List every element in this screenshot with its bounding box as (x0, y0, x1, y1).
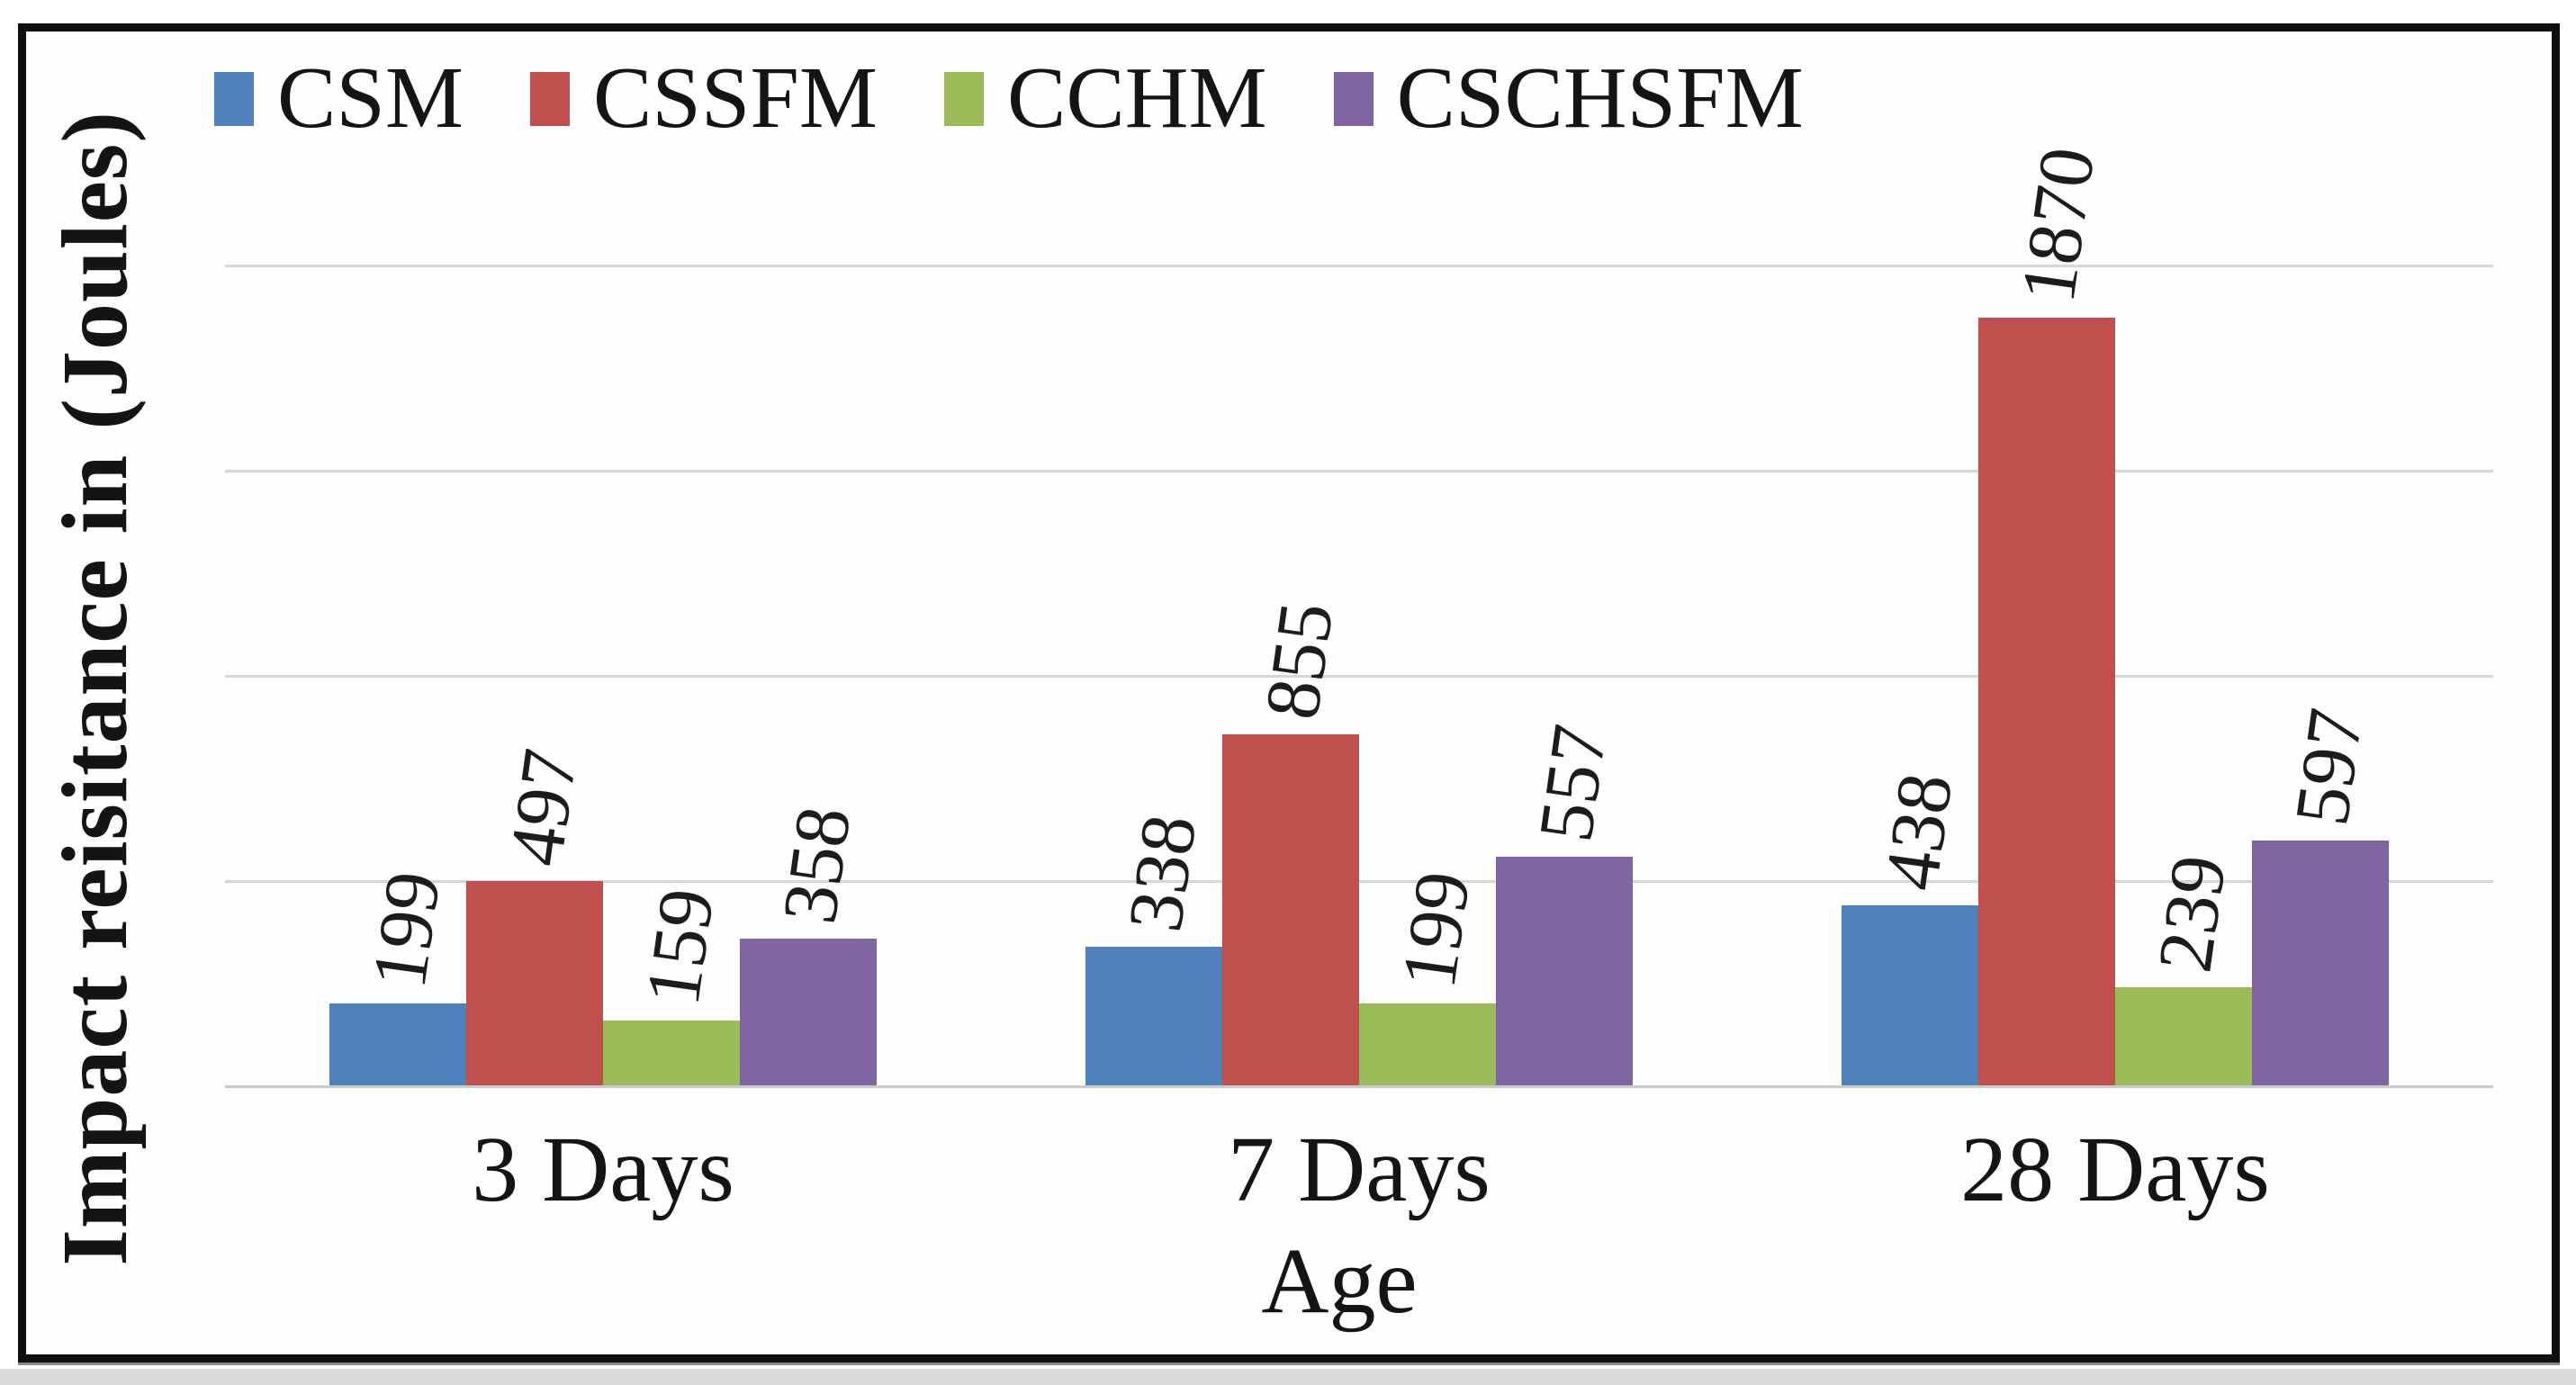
legend-label: CSSFM (593, 49, 878, 147)
bar-cell: 597 (2252, 265, 2389, 1085)
bar-group-3-days: 199 497 159 358 (329, 265, 877, 1085)
bar-value-label: 497 (491, 743, 594, 872)
bar-value-label-wrapper: 199 (1384, 866, 1487, 994)
bar-value-label: 597 (2277, 703, 2380, 831)
screenshot-bottom-strip (0, 1369, 2576, 1385)
bar-cell: 497 (466, 265, 603, 1085)
bar-cchm-3-days (603, 1020, 740, 1085)
bar-value-label-wrapper: 159 (628, 883, 731, 1011)
bar-group-28-days: 438 1870 239 597 (1842, 142, 2389, 1085)
bar-value-label-wrapper: 358 (765, 801, 868, 929)
bar-cell: 159 (603, 265, 740, 1085)
bar-value-label: 557 (1521, 719, 1624, 847)
y-axis-title-box: Impact reisitance in (Joules) (27, 111, 162, 1266)
bar-value-label-wrapper: 438 (1867, 768, 1969, 895)
bar-cchm-28-days (2115, 987, 2252, 1085)
bar-value-label-wrapper: 199 (355, 866, 457, 994)
legend-label: CSM (277, 49, 464, 147)
legend-label: CSCHSFM (1396, 49, 1804, 147)
plot-area: 199 497 159 358 338 855 199 557 438 1870 239 597 (225, 142, 2493, 1088)
bar-cschsfm-7-days (1496, 857, 1633, 1085)
gridline (225, 675, 2493, 678)
bar-cell: 557 (1496, 265, 1633, 1085)
bar-value-label-wrapper: 597 (2277, 703, 2380, 831)
legend-item-csm: CSM (214, 41, 464, 156)
category-label-28-days: 28 Days (1960, 1118, 2270, 1221)
bar-group-7-days: 338 855 199 557 (1085, 265, 1633, 1085)
bar-cell: 1870 (1978, 142, 2115, 1085)
y-axis-title: Impact reisitance in (Joules) (42, 111, 147, 1266)
bar-cssfm-3-days (466, 881, 603, 1085)
legend-swatch-icon (1333, 71, 1374, 126)
bar-value-label: 338 (1111, 809, 1213, 937)
bar-value-label: 358 (765, 801, 868, 929)
legend-swatch-icon (530, 71, 571, 126)
bar-value-label-wrapper: 338 (1111, 809, 1213, 937)
category-label-7-days: 7 Days (1228, 1118, 1491, 1221)
bar-value-label-wrapper: 497 (491, 743, 594, 872)
bar-cell: 438 (1842, 265, 1978, 1085)
bar-value-label-wrapper: 557 (1521, 719, 1624, 847)
bar-csm-28-days (1842, 905, 1978, 1085)
bar-value-label: 159 (628, 883, 731, 1011)
bar-cell: 358 (740, 265, 877, 1085)
gridline (225, 265, 2493, 267)
legend-swatch-icon (214, 71, 254, 126)
category-axis: 3 Days 7 Days 28 Days (225, 1123, 2493, 1240)
bar-cschsfm-3-days (740, 938, 877, 1085)
legend-item-cssfm: CSSFM (530, 41, 878, 156)
legend-label: CCHM (1007, 49, 1267, 147)
bar-cssfm-28-days (1978, 318, 2115, 1085)
bar-cssfm-7-days (1222, 734, 1359, 1085)
legend-item-cchm: CCHM (944, 41, 1267, 156)
chart-border-frame (18, 23, 2560, 1363)
x-axis-title: Age (1261, 1229, 1418, 1333)
bar-cell: 338 (1085, 265, 1222, 1085)
bar-value-label: 438 (1867, 768, 1969, 895)
bar-value-label: 199 (1384, 866, 1487, 994)
bar-csm-3-days (329, 1003, 466, 1085)
bar-value-label-wrapper: 855 (1247, 597, 1350, 724)
bar-value-label: 199 (355, 866, 457, 994)
bar-cschsfm-28-days (2252, 840, 2389, 1085)
legend: CSM CSSFM CCHM CSCHSFM (214, 41, 1804, 156)
legend-item-cschsfm: CSCHSFM (1333, 41, 1804, 156)
category-label-3-days: 3 Days (472, 1118, 734, 1221)
bar-cell: 199 (1359, 265, 1496, 1085)
bar-value-label-wrapper: 239 (2140, 850, 2243, 977)
bar-value-label: 1870 (2004, 142, 2112, 308)
bar-cell: 855 (1222, 265, 1359, 1085)
legend-swatch-icon (944, 71, 985, 126)
bar-value-label-wrapper: 1870 (2004, 142, 2112, 308)
bar-cell: 239 (2115, 265, 2252, 1085)
bar-value-label: 239 (2140, 850, 2243, 977)
bar-cchm-7-days (1359, 1003, 1496, 1085)
x-axis-baseline (225, 1085, 2493, 1088)
gridline (225, 470, 2493, 472)
bar-value-label: 855 (1247, 597, 1350, 724)
bar-cell: 199 (329, 265, 466, 1085)
bar-csm-7-days (1085, 946, 1222, 1085)
gridline (225, 880, 2493, 883)
